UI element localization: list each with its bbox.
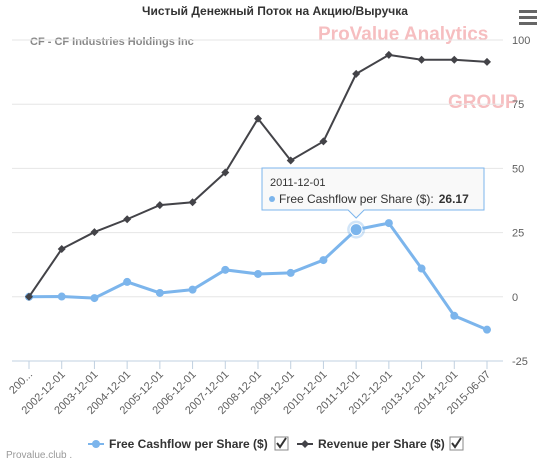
y-tick-label: 25 — [512, 228, 524, 240]
credit: Provalue.club . — [6, 450, 72, 461]
tooltip-header: 2011-12-01 — [270, 177, 325, 189]
tooltip-label: Free Cashflow per Share ($): — [279, 192, 434, 206]
x-tick-label: 200... — [7, 369, 35, 397]
data-point — [384, 219, 393, 228]
checkmark — [276, 437, 287, 449]
data-point — [319, 137, 328, 146]
data-point — [450, 55, 459, 64]
data-point — [57, 292, 66, 301]
data-point — [417, 55, 426, 64]
data-point — [352, 69, 361, 78]
data-point — [417, 264, 426, 273]
data-point — [286, 268, 295, 277]
y-tick-label: 100 — [512, 35, 530, 47]
data-point — [319, 256, 328, 265]
chart-title: Чистый Денежный Поток на Акцию/Выручка — [142, 4, 408, 18]
tooltip-text: Free Cashflow per Share ($): 26.17 — [279, 192, 469, 206]
tooltip-symbol — [269, 196, 275, 202]
legend-symbol — [301, 440, 309, 448]
y-tick-label: 0 — [512, 292, 518, 304]
tooltip-box — [261, 167, 485, 219]
data-point — [188, 198, 197, 207]
hover-point — [349, 223, 363, 237]
data-point — [90, 294, 99, 303]
y-tick-label: 75 — [512, 99, 524, 111]
data-point — [221, 168, 230, 177]
data-point — [286, 156, 295, 165]
data-point — [254, 269, 262, 278]
menu-button[interactable] — [519, 10, 537, 25]
data-point — [57, 245, 66, 254]
legend-label[interactable]: Free Cashflow per Share ($) — [109, 437, 268, 451]
tooltip: 2011-12-01 Free Cashflow per Share ($): 26… — [261, 167, 485, 219]
data-point — [384, 50, 393, 59]
tooltip-value: 26.17 — [439, 192, 469, 206]
data-point — [25, 292, 33, 301]
data-point — [450, 311, 459, 320]
legend-symbol — [92, 440, 100, 448]
data-point — [188, 285, 197, 294]
watermark: GROUP — [448, 92, 518, 113]
chart-subtitle: CF - CF Industries Holdings Inc — [30, 36, 194, 48]
legend: Free Cashflow per Share ($) Revenue per … — [88, 436, 464, 451]
data-point — [90, 228, 99, 237]
watermark: ProValue Analytics — [318, 24, 488, 45]
y-tick-label: 50 — [512, 163, 524, 175]
data-point — [155, 201, 164, 210]
data-point — [221, 265, 230, 274]
data-point — [254, 114, 262, 123]
data-point — [483, 57, 491, 66]
y-tick-label: -25 — [512, 356, 528, 368]
data-point — [123, 277, 132, 286]
data-point — [483, 325, 491, 334]
data-point — [123, 215, 132, 224]
legend-label[interactable]: Revenue per Share ($) — [318, 437, 445, 451]
data-point — [155, 288, 164, 297]
checkmark — [451, 437, 462, 449]
